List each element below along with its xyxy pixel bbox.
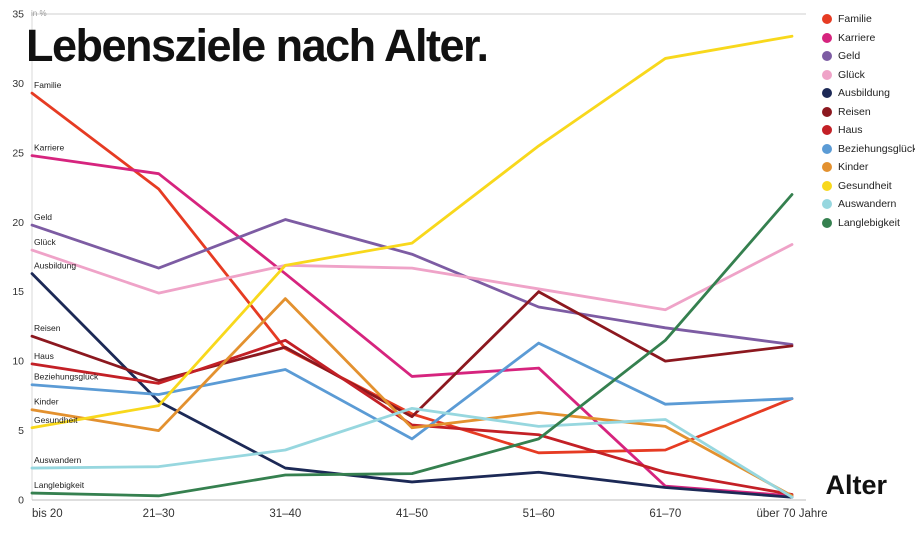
- legend-item-gesundheit: Gesundheit: [822, 177, 914, 196]
- legend-dot-familie: [822, 14, 832, 25]
- x-tick-label-21-30: 21–30: [143, 508, 175, 520]
- legend-dot-karriere: [822, 32, 832, 43]
- legend-item-langlebigkeit: Langlebigkeit: [822, 214, 914, 233]
- series-line-gl-ck: [30, 243, 794, 312]
- series-line-geld: [30, 218, 794, 346]
- legend-dot-beziehungsgl-ck: [822, 143, 832, 154]
- series-line-langlebigkeit: [30, 193, 794, 498]
- legend-item-karriere: Karriere: [822, 29, 914, 48]
- legend-item-beziehungsgl-ck: Beziehungsglück: [822, 140, 915, 159]
- legend-dot-reisen: [822, 106, 832, 117]
- legend-label-auswandern: Auswandern: [838, 198, 897, 211]
- series-start-label-gesundheit: Gesundheit: [34, 415, 78, 425]
- legend-label-beziehungsgl-ck: Beziehungsglück: [838, 142, 915, 155]
- legend-label-karriere: Karriere: [838, 31, 876, 44]
- series-start-label-beziehungsgl-ck: Beziehungsglück: [34, 372, 99, 382]
- chart-title: Lebensziele nach Alter.: [26, 20, 489, 71]
- series-line-beziehungsgl-ck: [30, 341, 794, 441]
- y-tick-label: 20: [12, 217, 24, 229]
- legend-dot-auswandern: [822, 199, 832, 210]
- y-tick-label: 10: [12, 356, 24, 368]
- series-line-reisen: [30, 290, 794, 419]
- series-start-label-auswandern: Auswandern: [34, 455, 82, 465]
- series-line-gesundheit: [30, 34, 794, 430]
- x-tick-label-41-50: 41–50: [396, 508, 428, 520]
- legend-item-geld: Geld: [822, 47, 914, 66]
- legend-label-langlebigkeit: Langlebigkeit: [838, 216, 900, 229]
- series-line-ausbildung: [30, 272, 794, 499]
- y-tick-label: 35: [12, 9, 24, 21]
- legend-label-geld: Geld: [838, 50, 861, 63]
- legend-item-haus: Haus: [822, 121, 914, 140]
- legend-label-gesundheit: Gesundheit: [838, 179, 892, 192]
- y-tick-label: 30: [12, 78, 24, 90]
- y-tick-label: 5: [18, 425, 24, 437]
- x-tick-label-bis-20: bis 20: [32, 508, 63, 520]
- x-tick-label-61-70: 61–70: [649, 508, 681, 520]
- legend-dot-geld: [822, 51, 832, 62]
- legend-dot-gesundheit: [822, 180, 832, 191]
- legend: Familie Karriere Geld Glück Ausbildung Reisen…: [822, 10, 915, 233]
- legend-label-ausbildung: Ausbildung: [838, 87, 890, 100]
- x-axis-title: Alter: [825, 470, 887, 500]
- series-line-familie: [30, 91, 794, 455]
- y-axis-unit-label: in %: [31, 9, 47, 18]
- legend-dot-langlebigkeit: [822, 217, 832, 228]
- y-tick-label: 15: [12, 286, 24, 298]
- legend-dot-haus: [822, 125, 832, 136]
- legend-label-familie: Familie: [838, 13, 872, 26]
- series-line-auswandern: [30, 406, 794, 499]
- series-start-label-ausbildung: Ausbildung: [34, 261, 76, 271]
- series-start-label-familie: Familie: [34, 80, 62, 90]
- series-start-label-langlebigkeit: Langlebigkeit: [34, 480, 85, 490]
- y-tick-label: 0: [18, 495, 24, 507]
- x-tick-label-51-60: 51–60: [523, 508, 555, 520]
- y-tick-label: 25: [12, 147, 24, 159]
- x-tick-label--ber-70-jahre: über 70 Jahre: [757, 508, 828, 520]
- series-start-label-geld: Geld: [34, 212, 52, 222]
- legend-label-kinder: Kinder: [838, 161, 869, 174]
- legend-dot-ausbildung: [822, 88, 832, 99]
- x-tick-label-31-40: 31–40: [269, 508, 301, 520]
- series-line-kinder: [30, 297, 794, 498]
- legend-label-gl-ck: Glück: [838, 68, 865, 81]
- legend-item-reisen: Reisen: [822, 103, 914, 122]
- legend-item-kinder: Kinder: [822, 158, 914, 177]
- series-start-label-karriere: Karriere: [34, 143, 65, 153]
- legend-dot-gl-ck: [822, 69, 832, 80]
- series-start-label-gl-ck: Glück: [34, 237, 56, 247]
- legend-dot-kinder: [822, 162, 832, 173]
- legend-label-haus: Haus: [838, 124, 863, 137]
- legend-item-gl-ck: Glück: [822, 66, 914, 85]
- legend-item-familie: Familie: [822, 10, 914, 29]
- legend-item-auswandern: Auswandern: [822, 195, 914, 214]
- series-start-label-kinder: Kinder: [34, 397, 59, 407]
- series-line-haus: [30, 338, 794, 496]
- legend-item-ausbildung: Ausbildung: [822, 84, 914, 103]
- legend-label-reisen: Reisen: [838, 105, 871, 118]
- series-start-label-haus: Haus: [34, 351, 54, 361]
- series-start-label-reisen: Reisen: [34, 323, 61, 333]
